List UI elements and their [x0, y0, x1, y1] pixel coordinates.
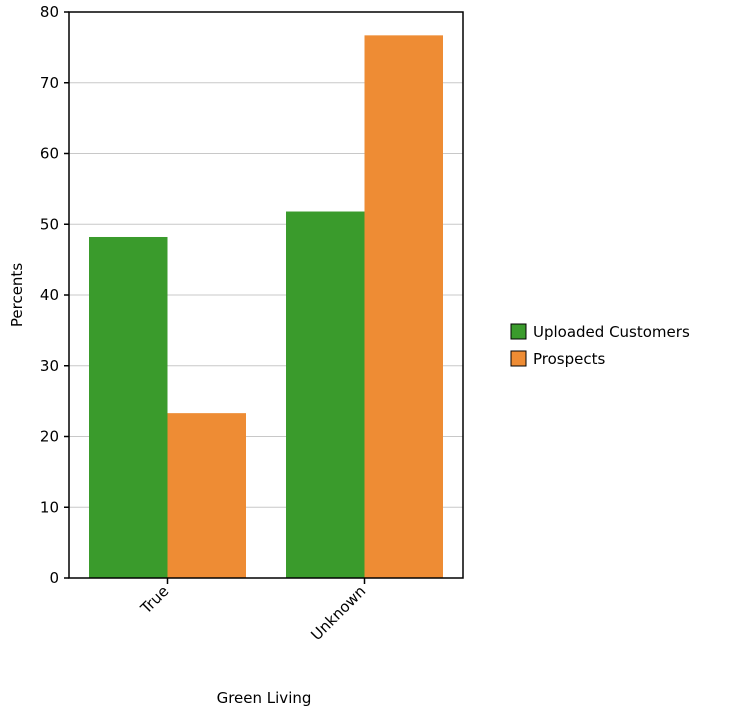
legend-swatch-prospects — [510, 350, 527, 367]
x-tick-label: True — [136, 582, 172, 618]
y-axis-label: Percents — [8, 263, 26, 327]
y-tick-label: 40 — [40, 286, 59, 304]
bar-prospects-true — [167, 413, 246, 578]
legend: Uploaded Customers Prospects — [510, 323, 690, 368]
legend-swatch-uploaded-customers — [510, 323, 527, 340]
legend-label-prospects: Prospects — [533, 350, 605, 368]
y-tick-label: 80 — [40, 3, 59, 21]
y-tick-label: 10 — [40, 498, 59, 516]
x-tick-labels: True Unknown — [136, 582, 369, 644]
bar-uploaded-customers-true — [89, 236, 168, 579]
y-tick-label: 70 — [40, 74, 59, 92]
y-tick-labels: 0 10 20 30 40 50 60 70 80 — [40, 3, 59, 587]
axes — [64, 11, 464, 584]
y-tick-label: 0 — [49, 569, 59, 587]
bars — [89, 35, 443, 579]
legend-label-uploaded-customers: Uploaded Customers — [533, 323, 690, 341]
bar-uploaded-customers-unknown — [286, 211, 365, 578]
y-tick-label: 50 — [40, 215, 59, 233]
x-tick-label: Unknown — [307, 582, 369, 644]
bar-prospects-unknown — [364, 35, 443, 579]
y-tick-label: 20 — [40, 428, 59, 446]
x-axis-label: Green Living — [217, 689, 312, 707]
y-tick-label: 60 — [40, 145, 59, 163]
y-tick-label: 30 — [40, 357, 59, 375]
